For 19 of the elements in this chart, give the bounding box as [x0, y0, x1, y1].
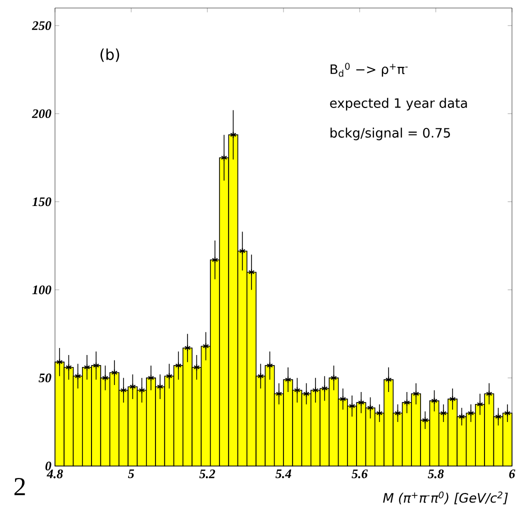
y-tick-label: 150: [32, 197, 52, 206]
annotation: B$_{d}$$^{0}$ −> ρ$^{+}$π$^{-}$: [330, 62, 408, 77]
y-tick-label: 250: [32, 21, 52, 30]
y-tick-label: 200: [32, 109, 52, 118]
x-tick-label: 4.8: [46, 470, 64, 478]
y-tick-label: 100: [32, 285, 52, 294]
x-tick-label: 5.6: [352, 470, 368, 478]
annotation: expected 1 year data: [330, 98, 468, 110]
annotation: (b): [100, 48, 120, 62]
x-tick-label: 5.2: [200, 470, 216, 478]
y-tick-label: 0: [46, 462, 52, 470]
x-tick-label: 5.4: [276, 470, 292, 478]
y-tick-label: 50: [38, 374, 52, 382]
annotation: bckg/signal = 0.75: [330, 128, 450, 140]
text: M (π$^{+}$π$^{-}$π$^{0}$) [GeV/c$^{2}$]: [383, 492, 508, 504]
text: 2: [14, 478, 26, 496]
x-tick-label: 5: [128, 470, 134, 478]
x-tick-label: 5.8: [428, 470, 444, 478]
x-tick-label: 6: [509, 470, 516, 478]
